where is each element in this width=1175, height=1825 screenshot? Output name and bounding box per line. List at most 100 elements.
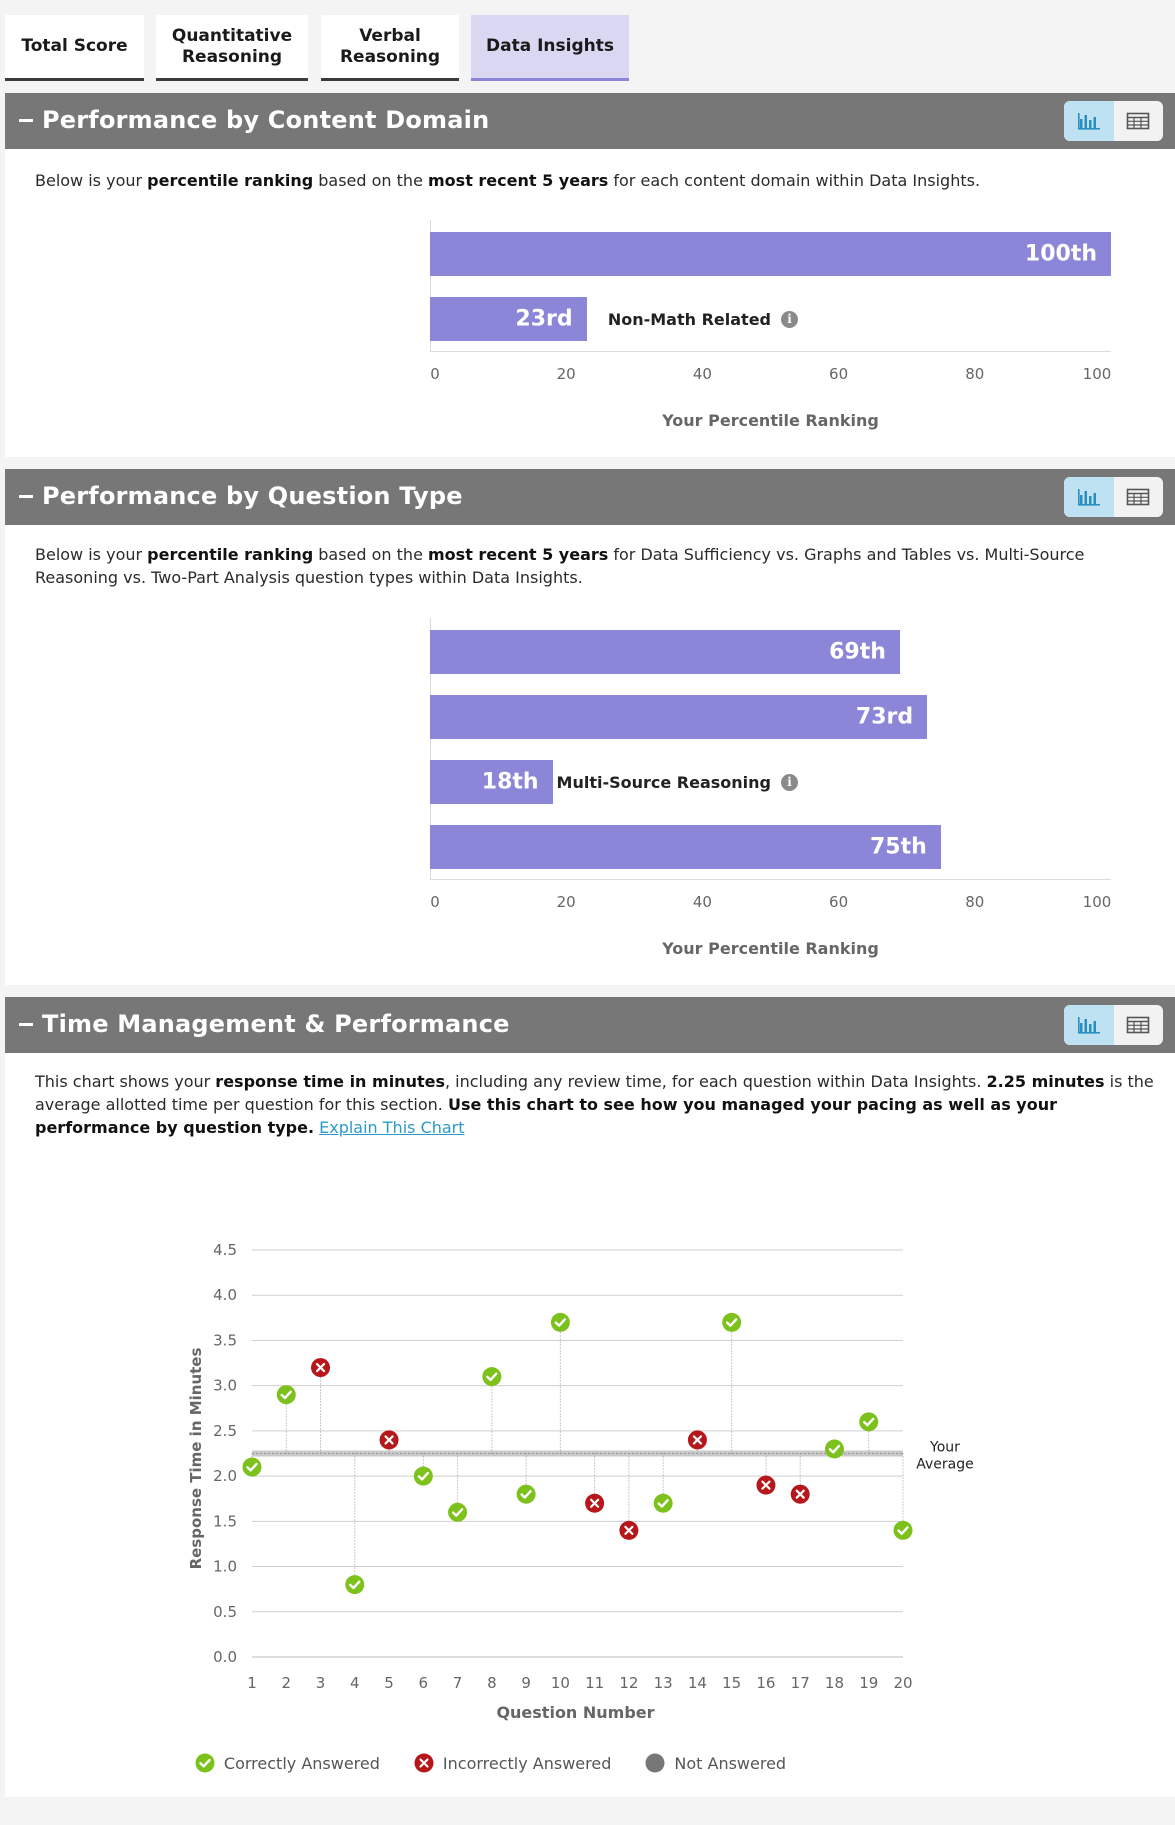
check-circle-icon bbox=[448, 1502, 468, 1522]
correct-point[interactable] bbox=[722, 1312, 742, 1332]
x-mark bbox=[384, 1435, 394, 1445]
content-domain-section: Performance by Content Domain Below is y… bbox=[5, 93, 1175, 457]
x-tick-label: 20 bbox=[556, 365, 576, 383]
x-axis-title: Question Number bbox=[496, 1703, 654, 1722]
x-tick-label: 2 bbox=[281, 1674, 291, 1692]
x-tick-label: 100 bbox=[1082, 365, 1112, 383]
check-mark bbox=[725, 1318, 738, 1327]
correct-point[interactable] bbox=[345, 1575, 365, 1595]
table-view-button[interactable] bbox=[1114, 1005, 1164, 1045]
check-mark bbox=[554, 1318, 567, 1327]
correct-point[interactable] bbox=[550, 1312, 570, 1332]
x-tick-label: 17 bbox=[791, 1674, 810, 1692]
x-mark bbox=[761, 1480, 771, 1490]
response-time-chart: 0.00.51.01.52.02.53.03.54.04.51 2 3 4 5 6 7 8 9 1… bbox=[187, 1241, 974, 1722]
bar-label-non-math-related: Non-Math Related i bbox=[608, 308, 798, 330]
section-description: Below is your percentile ranking based o… bbox=[35, 545, 1085, 587]
chart-view-button[interactable] bbox=[1064, 477, 1114, 517]
correct-point[interactable] bbox=[859, 1412, 879, 1432]
correct-point[interactable] bbox=[242, 1457, 262, 1477]
y-axis-title: Response Time in Minutes bbox=[187, 1348, 205, 1570]
bar-value-label: 100th bbox=[1024, 241, 1097, 267]
x-mark bbox=[590, 1498, 600, 1508]
x-tick-label: 1 bbox=[247, 1674, 257, 1692]
y-tick-label: 0.0 bbox=[213, 1648, 237, 1666]
tab-verbal-reasoning[interactable]: Verbal Reasoning bbox=[321, 15, 459, 81]
section-header: Performance by Content Domain bbox=[5, 93, 1175, 149]
bar-label-multi-source-reasoning: Multi-Source Reasoning i bbox=[557, 771, 798, 793]
chart-y-axis-line bbox=[430, 618, 431, 879]
view-toggle bbox=[1064, 1005, 1163, 1045]
collapse-icon[interactable] bbox=[19, 1023, 33, 1026]
incorrect-point[interactable] bbox=[687, 1430, 707, 1450]
section-description: This chart shows your response time in m… bbox=[35, 1072, 1154, 1137]
tab-data-insights[interactable]: Data Insights bbox=[471, 15, 629, 81]
bar-data-sufficiency[interactable]: 69th bbox=[430, 630, 900, 674]
correct-point[interactable] bbox=[653, 1493, 673, 1513]
correct-point[interactable] bbox=[824, 1439, 844, 1459]
info-icon[interactable]: i bbox=[781, 310, 798, 328]
check-mark bbox=[863, 1417, 875, 1427]
table-view-button[interactable] bbox=[1114, 101, 1164, 141]
x-tick-label: 100 bbox=[1082, 893, 1112, 911]
y-tick-label: 4.5 bbox=[213, 1241, 237, 1259]
legend-not-answered-label: Not Answered bbox=[674, 1753, 787, 1773]
incorrect-point[interactable] bbox=[311, 1358, 331, 1378]
bar-label-text: Multi-Source Reasoning bbox=[556, 772, 771, 792]
incorrect-point[interactable] bbox=[379, 1430, 399, 1450]
collapse-icon[interactable] bbox=[19, 495, 33, 498]
legend-correct[interactable]: Correctly Answered bbox=[195, 1753, 380, 1773]
correct-point[interactable] bbox=[893, 1520, 913, 1540]
bar-value-label: 23rd bbox=[515, 306, 573, 332]
table-icon bbox=[1126, 488, 1150, 506]
table-icon bbox=[1126, 1016, 1150, 1034]
x-tick-label: 6 bbox=[419, 1674, 429, 1692]
check-circle-icon bbox=[345, 1575, 365, 1595]
correct-point[interactable] bbox=[448, 1502, 468, 1522]
info-icon[interactable]: i bbox=[781, 773, 798, 791]
x-tick-label: 20 bbox=[893, 1674, 912, 1692]
x-tick-label: 0 bbox=[430, 365, 440, 383]
explain-chart-link[interactable]: Explain This Chart bbox=[319, 1118, 465, 1137]
correct-point[interactable] bbox=[413, 1466, 433, 1486]
score-tabs: Total Score Quantitative Reasoning Verba… bbox=[5, 15, 1170, 81]
bar-value-label: 69th bbox=[829, 639, 886, 665]
check-circle-icon bbox=[276, 1385, 296, 1405]
collapse-icon[interactable] bbox=[19, 119, 33, 122]
x-tick-label: 80 bbox=[965, 365, 985, 383]
table-view-button[interactable] bbox=[1114, 477, 1164, 517]
legend-incorrect[interactable]: Incorrectly Answered bbox=[414, 1753, 611, 1773]
check-circle-icon bbox=[550, 1312, 570, 1332]
correct-point[interactable] bbox=[516, 1484, 536, 1504]
legend-not-answered[interactable]: Not Answered bbox=[645, 1753, 786, 1773]
incorrect-point[interactable] bbox=[585, 1493, 605, 1513]
x-tick-label: 3 bbox=[316, 1674, 326, 1692]
incorrect-point[interactable] bbox=[790, 1484, 810, 1504]
chart-view-button[interactable] bbox=[1064, 1005, 1114, 1045]
section-title: Time Management & Performance bbox=[42, 1010, 510, 1038]
incorrect-point[interactable] bbox=[756, 1475, 776, 1495]
bar-graphs-and-tables[interactable]: 73rd bbox=[430, 695, 928, 739]
chart-view-button[interactable] bbox=[1064, 101, 1114, 141]
x-tick-label: 11 bbox=[585, 1674, 604, 1692]
section-header: Performance by Question Type bbox=[5, 469, 1175, 525]
correct-point[interactable] bbox=[482, 1367, 502, 1387]
bar-multi-source-reasoning[interactable]: 18th bbox=[430, 760, 553, 804]
x-tick-label: 0 bbox=[430, 893, 440, 911]
bar-math-related[interactable]: 100th bbox=[430, 232, 1111, 276]
check-mark bbox=[417, 1471, 430, 1481]
check-mark bbox=[280, 1390, 292, 1400]
bar-two-part-analysis[interactable]: 75th bbox=[430, 825, 941, 869]
correct-point[interactable] bbox=[276, 1385, 296, 1405]
check-circle-icon bbox=[482, 1367, 502, 1387]
x-tick-label: 9 bbox=[521, 1674, 531, 1692]
legend-correct-label: Correctly Answered bbox=[223, 1753, 380, 1773]
tab-quantitative-reasoning[interactable]: Quantitative Reasoning bbox=[156, 15, 308, 81]
bar-label-text: Non-Math Related bbox=[607, 309, 771, 329]
tab-total-score[interactable]: Total Score bbox=[5, 15, 144, 81]
bar-chart-icon bbox=[1077, 113, 1100, 130]
x-mark bbox=[624, 1525, 634, 1535]
section-title: Performance by Content Domain bbox=[42, 106, 490, 134]
incorrect-point[interactable] bbox=[619, 1520, 639, 1540]
bar-non-math-related[interactable]: 23rd bbox=[430, 297, 587, 341]
